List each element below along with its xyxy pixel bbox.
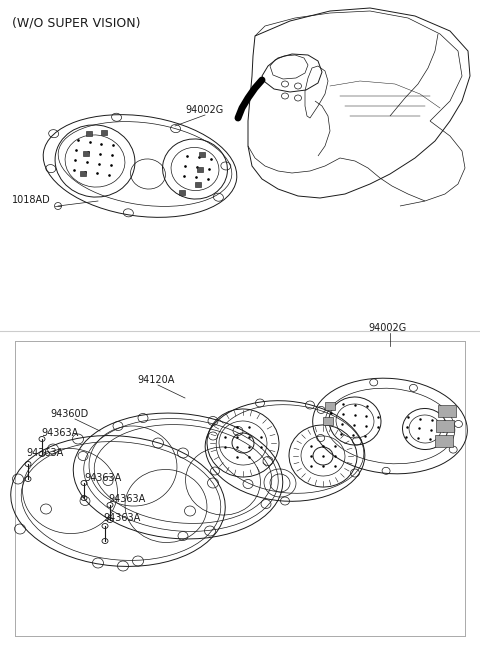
Bar (436, 420, 454, 432)
Text: 94363A: 94363A (103, 513, 140, 523)
Text: 94360D: 94360D (50, 409, 88, 419)
Text: 94002G: 94002G (185, 105, 223, 115)
Bar (435, 435, 453, 447)
Text: 94002G: 94002G (368, 323, 406, 333)
Text: (W/O SUPER VISION): (W/O SUPER VISION) (12, 16, 141, 29)
Bar (323, 417, 333, 424)
Text: 94120A: 94120A (137, 375, 174, 385)
Text: 1018AD: 1018AD (12, 195, 51, 205)
Bar (101, 130, 108, 135)
Bar (199, 152, 205, 157)
Bar (438, 405, 456, 417)
Bar (195, 182, 201, 187)
Bar (83, 151, 89, 156)
Bar (179, 190, 185, 195)
Text: 94363A: 94363A (26, 448, 63, 458)
Bar (197, 167, 203, 172)
Text: 94363A: 94363A (84, 473, 121, 483)
Bar (324, 401, 335, 409)
Text: 94363A: 94363A (41, 428, 78, 438)
Bar (86, 131, 92, 136)
Text: 94363A: 94363A (108, 494, 145, 504)
Bar (81, 171, 86, 176)
